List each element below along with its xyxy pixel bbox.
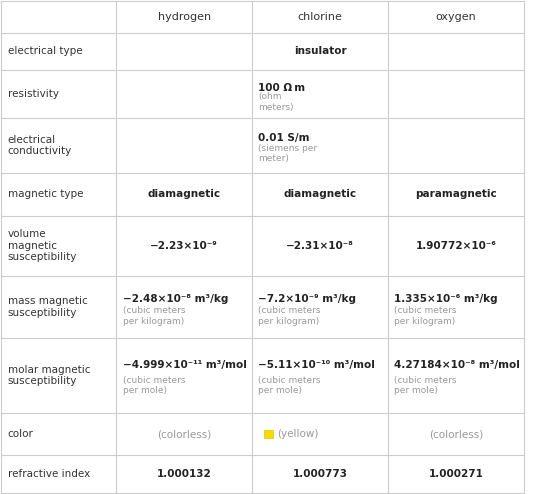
Text: 1.000773: 1.000773 [293, 469, 347, 479]
Text: −7.2×10⁻⁹ m³/kg: −7.2×10⁻⁹ m³/kg [258, 294, 357, 304]
Text: paramagnetic: paramagnetic [415, 189, 497, 199]
Text: (colorless): (colorless) [429, 429, 483, 439]
Text: 1.000132: 1.000132 [157, 469, 211, 479]
Text: electrical
conductivity: electrical conductivity [8, 135, 72, 157]
Text: (yellow): (yellow) [277, 429, 318, 439]
Text: −2.23×10⁻⁹: −2.23×10⁻⁹ [150, 241, 218, 250]
Text: (cubic meters
per mole): (cubic meters per mole) [394, 375, 456, 395]
Bar [264, 430, 273, 439]
Text: volume
magnetic
susceptibility: volume magnetic susceptibility [8, 229, 77, 262]
Text: (cubic meters
per mole): (cubic meters per mole) [122, 375, 185, 395]
Text: refractive index: refractive index [8, 469, 90, 479]
Text: 1.90772×10⁻⁶: 1.90772×10⁻⁶ [416, 241, 496, 250]
Text: resistivity: resistivity [8, 89, 58, 99]
Text: 1.000271: 1.000271 [429, 469, 483, 479]
Text: insulator: insulator [294, 46, 346, 56]
Text: hydrogen: hydrogen [158, 12, 211, 22]
Text: −4.999×10⁻¹¹ m³/mol: −4.999×10⁻¹¹ m³/mol [122, 360, 246, 370]
Text: oxygen: oxygen [435, 12, 476, 22]
Text: −2.31×10⁻⁸: −2.31×10⁻⁸ [286, 241, 354, 250]
Text: magnetic type: magnetic type [8, 189, 83, 199]
Text: (ohm
meters): (ohm meters) [258, 92, 294, 112]
Text: (cubic meters
per kilogram): (cubic meters per kilogram) [122, 306, 185, 326]
Text: (siemens per
meter): (siemens per meter) [258, 144, 317, 163]
Text: (cubic meters
per kilogram): (cubic meters per kilogram) [394, 306, 456, 326]
Text: 0.01 S/m: 0.01 S/m [258, 133, 310, 143]
Text: color: color [8, 429, 33, 439]
Text: (colorless): (colorless) [157, 429, 211, 439]
Text: chlorine: chlorine [298, 12, 342, 22]
Text: diamagnetic: diamagnetic [147, 189, 221, 199]
Text: −5.11×10⁻¹⁰ m³/mol: −5.11×10⁻¹⁰ m³/mol [258, 360, 375, 370]
Text: −2.48×10⁻⁸ m³/kg: −2.48×10⁻⁸ m³/kg [122, 294, 228, 304]
Text: (cubic meters
per mole): (cubic meters per mole) [258, 375, 321, 395]
Text: 100 Ω m: 100 Ω m [258, 83, 305, 93]
Text: electrical type: electrical type [8, 46, 82, 56]
Text: (cubic meters
per kilogram): (cubic meters per kilogram) [258, 306, 321, 326]
Text: mass magnetic
susceptibility: mass magnetic susceptibility [8, 296, 87, 318]
Text: molar magnetic
susceptibility: molar magnetic susceptibility [8, 365, 90, 386]
Text: 4.27184×10⁻⁸ m³/mol: 4.27184×10⁻⁸ m³/mol [394, 360, 520, 370]
Text: diamagnetic: diamagnetic [283, 189, 357, 199]
Text: 1.335×10⁻⁶ m³/kg: 1.335×10⁻⁶ m³/kg [394, 294, 498, 304]
